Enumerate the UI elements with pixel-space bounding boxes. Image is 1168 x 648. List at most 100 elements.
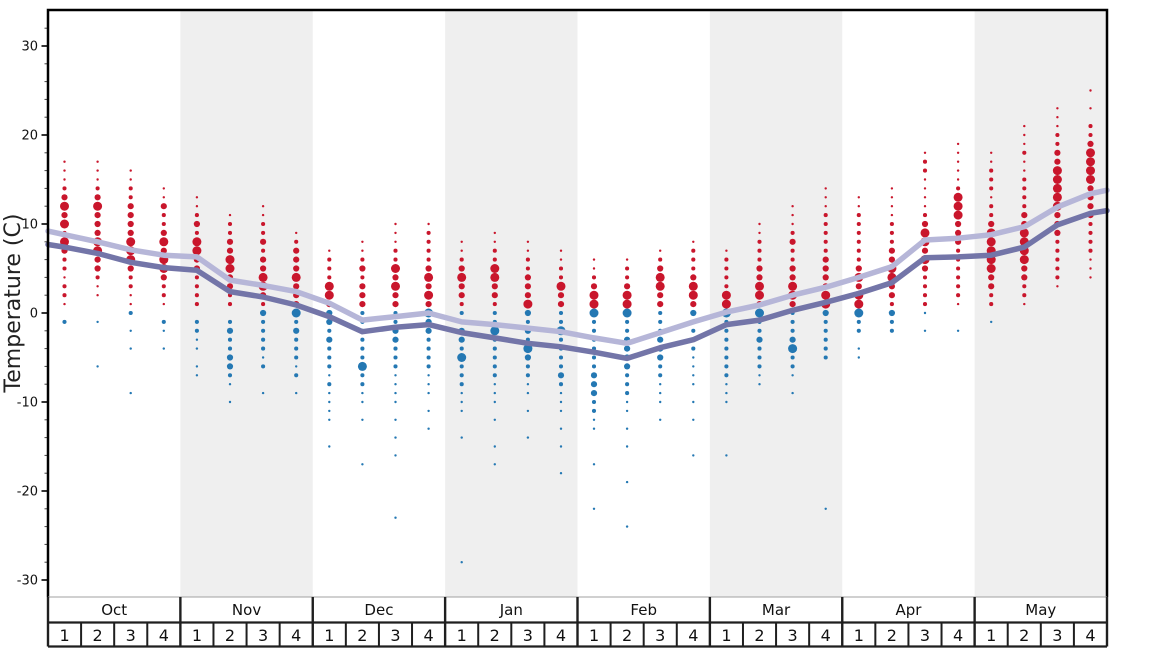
warm-dot bbox=[1055, 141, 1060, 146]
cold-dot bbox=[591, 408, 597, 413]
warm-dot bbox=[194, 293, 199, 298]
cold-dot bbox=[823, 319, 828, 324]
warm-dot bbox=[490, 264, 500, 273]
cold-dot bbox=[559, 445, 563, 448]
cold-dot bbox=[790, 328, 795, 333]
week-cell-dec-3: 3 bbox=[390, 626, 400, 645]
cold-dot bbox=[394, 383, 397, 386]
warm-dot bbox=[1086, 175, 1095, 184]
warm-dot bbox=[724, 266, 729, 271]
cold-dot bbox=[460, 400, 463, 404]
warm-dot bbox=[559, 249, 563, 252]
warm-dot bbox=[986, 264, 996, 273]
y-tick-label: 0 bbox=[30, 307, 38, 322]
y-tick-label: -30 bbox=[17, 574, 38, 589]
warm-dot bbox=[226, 247, 234, 254]
warm-dot bbox=[953, 201, 963, 211]
warm-dot bbox=[293, 265, 300, 272]
warm-dot bbox=[327, 275, 332, 280]
cold-dot bbox=[592, 507, 596, 510]
warm-dot bbox=[1022, 186, 1027, 191]
warm-dot bbox=[427, 222, 430, 226]
cold-dot bbox=[427, 374, 430, 377]
warm-dot bbox=[956, 142, 960, 146]
cold-dot bbox=[162, 347, 165, 350]
warm-dot bbox=[756, 274, 763, 281]
warm-dot bbox=[956, 248, 961, 253]
warm-dot bbox=[955, 220, 962, 228]
cold-dot bbox=[360, 355, 365, 360]
warm-dot bbox=[990, 196, 993, 199]
warm-dot bbox=[1056, 107, 1059, 110]
cold-dot bbox=[592, 463, 596, 466]
month-cell-oct: Oct bbox=[101, 601, 127, 619]
cold-dot bbox=[659, 391, 662, 395]
warm-dot bbox=[526, 240, 530, 243]
warm-dot bbox=[1052, 183, 1062, 193]
cold-dot bbox=[657, 336, 664, 343]
warm-dot bbox=[391, 264, 400, 273]
cold-dot bbox=[457, 353, 467, 362]
y-tick-label: -20 bbox=[17, 485, 38, 500]
week-cell-jan-4: 4 bbox=[556, 626, 566, 645]
warm-dot bbox=[956, 178, 960, 181]
warm-dot bbox=[1086, 157, 1095, 167]
cold-dot bbox=[757, 346, 762, 351]
cold-dot bbox=[294, 337, 299, 342]
week-cell-oct-1: 1 bbox=[59, 626, 69, 645]
warm-dot bbox=[823, 230, 828, 235]
cold-dot bbox=[328, 391, 331, 395]
warm-dot bbox=[62, 266, 67, 271]
warm-dot bbox=[989, 168, 994, 173]
cold-dot bbox=[692, 400, 695, 404]
warm-dot bbox=[96, 285, 99, 288]
warm-dot bbox=[127, 203, 134, 210]
warm-dot bbox=[922, 213, 928, 218]
warm-dot bbox=[260, 256, 267, 263]
warm-dot bbox=[161, 213, 166, 218]
warm-dot bbox=[393, 248, 398, 253]
warm-dot bbox=[1054, 158, 1061, 165]
week-cell-mar-4: 4 bbox=[821, 626, 831, 645]
cold-dot bbox=[490, 326, 500, 336]
warm-dot bbox=[889, 302, 894, 307]
cold-dot bbox=[260, 309, 267, 317]
warm-dot bbox=[791, 205, 794, 208]
week-cell-dec-2: 2 bbox=[357, 626, 367, 645]
warm-dot bbox=[890, 196, 894, 199]
cold-dot bbox=[261, 346, 266, 351]
warm-dot bbox=[360, 257, 365, 262]
week-cell-mar-3: 3 bbox=[788, 626, 798, 645]
warm-dot bbox=[129, 169, 132, 172]
warm-dot bbox=[789, 265, 796, 272]
cold-dot bbox=[492, 355, 497, 360]
y-axis-title: Temperature (C) bbox=[1, 214, 26, 394]
warm-dot bbox=[1087, 140, 1094, 147]
cold-dot bbox=[492, 364, 497, 369]
warm-dot bbox=[63, 169, 66, 172]
warm-dot bbox=[293, 247, 300, 254]
warm-dot bbox=[261, 221, 266, 227]
cold-dot bbox=[328, 418, 331, 421]
cold-dot bbox=[625, 373, 630, 378]
week-cell-feb-1: 1 bbox=[589, 626, 599, 645]
cold-dot bbox=[261, 364, 266, 369]
warm-dot bbox=[855, 283, 862, 290]
warm-dot bbox=[989, 186, 994, 191]
cold-dot bbox=[790, 364, 795, 369]
warm-dot bbox=[1089, 89, 1092, 92]
warm-dot bbox=[889, 230, 894, 235]
warm-dot bbox=[1089, 267, 1092, 270]
cold-dot bbox=[328, 409, 331, 413]
warm-dot bbox=[890, 205, 894, 208]
month-cell-may: May bbox=[1025, 601, 1056, 619]
cold-dot bbox=[394, 391, 397, 395]
warm-dot bbox=[458, 265, 465, 272]
cold-dot bbox=[195, 365, 199, 368]
cold-dot bbox=[557, 372, 565, 379]
cold-dot bbox=[293, 327, 300, 334]
warm-dot bbox=[94, 194, 101, 201]
warm-dot bbox=[823, 239, 828, 244]
cold-dot bbox=[558, 355, 564, 360]
cold-dot bbox=[758, 383, 761, 386]
